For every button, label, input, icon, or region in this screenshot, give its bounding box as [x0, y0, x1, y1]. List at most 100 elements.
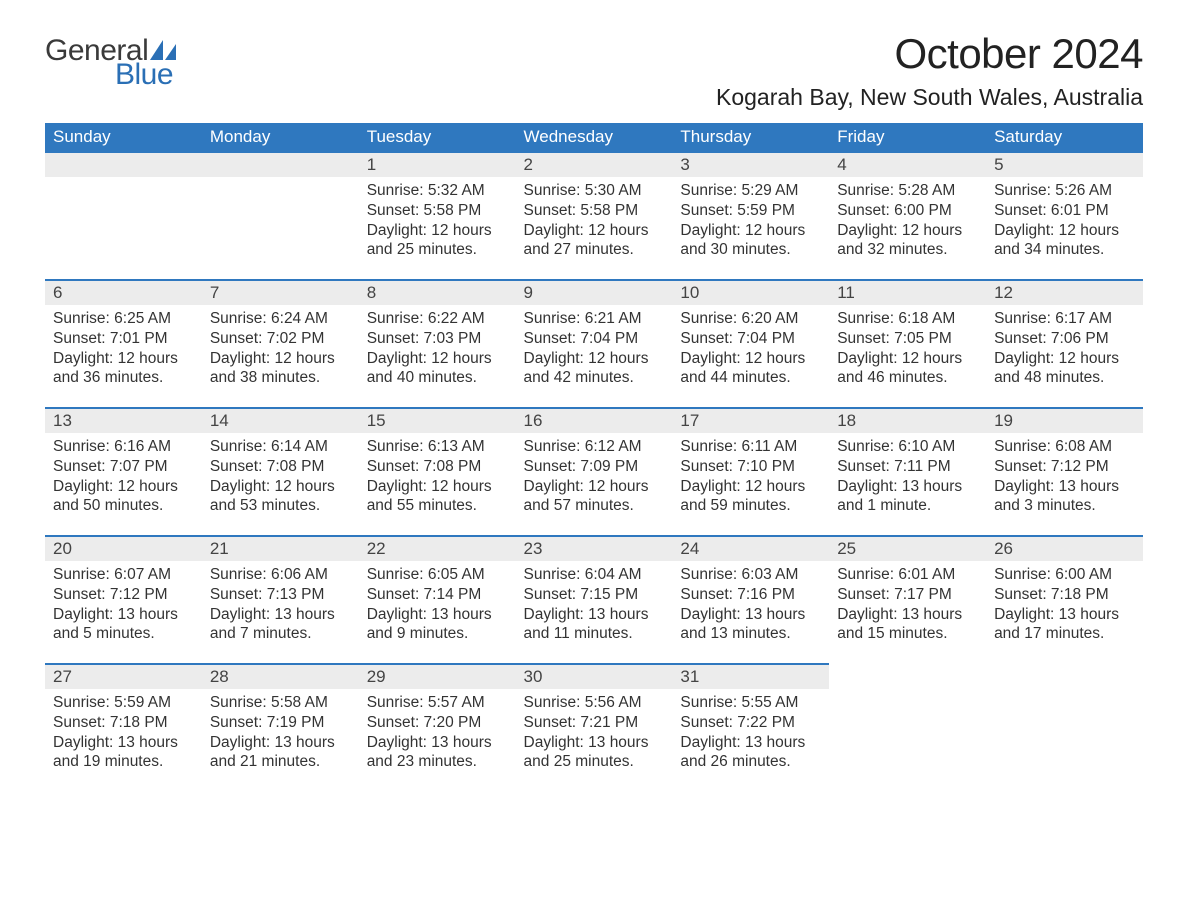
calendar-day-cell: 4Sunrise: 5:28 AMSunset: 6:00 PMDaylight… [829, 151, 986, 279]
weekday-header-row: SundayMondayTuesdayWednesdayThursdayFrid… [45, 123, 1143, 151]
sunset-line: Sunset: 7:09 PM [524, 457, 665, 477]
day-details: Sunrise: 5:59 AMSunset: 7:18 PMDaylight:… [45, 689, 202, 778]
day-details: Sunrise: 5:32 AMSunset: 5:58 PMDaylight:… [359, 177, 516, 266]
day-number: 13 [45, 407, 202, 433]
sunset-line: Sunset: 7:03 PM [367, 329, 508, 349]
day-details: Sunrise: 5:28 AMSunset: 6:00 PMDaylight:… [829, 177, 986, 266]
day-details: Sunrise: 6:04 AMSunset: 7:15 PMDaylight:… [516, 561, 673, 650]
sunrise-line: Sunrise: 5:57 AM [367, 693, 508, 713]
sunset-line: Sunset: 6:01 PM [994, 201, 1135, 221]
calendar-day-cell: 13Sunrise: 6:16 AMSunset: 7:07 PMDayligh… [45, 407, 202, 535]
weekday-header: Saturday [986, 123, 1143, 151]
calendar-day-cell [986, 663, 1143, 791]
day-number: 17 [672, 407, 829, 433]
day-number: 2 [516, 151, 673, 177]
sail-icon [150, 40, 176, 60]
sunset-line: Sunset: 7:17 PM [837, 585, 978, 605]
sunrise-line: Sunrise: 5:56 AM [524, 693, 665, 713]
calendar-day-cell: 11Sunrise: 6:18 AMSunset: 7:05 PMDayligh… [829, 279, 986, 407]
sunset-line: Sunset: 7:22 PM [680, 713, 821, 733]
day-number: 25 [829, 535, 986, 561]
month-title: October 2024 [716, 30, 1143, 78]
calendar-day-cell: 3Sunrise: 5:29 AMSunset: 5:59 PMDaylight… [672, 151, 829, 279]
day-details: Sunrise: 6:03 AMSunset: 7:16 PMDaylight:… [672, 561, 829, 650]
calendar-day-cell: 17Sunrise: 6:11 AMSunset: 7:10 PMDayligh… [672, 407, 829, 535]
day-number: 27 [45, 663, 202, 689]
sunrise-line: Sunrise: 6:25 AM [53, 309, 194, 329]
weekday-header: Monday [202, 123, 359, 151]
day-number: 29 [359, 663, 516, 689]
day-details: Sunrise: 6:08 AMSunset: 7:12 PMDaylight:… [986, 433, 1143, 522]
day-details: Sunrise: 6:00 AMSunset: 7:18 PMDaylight:… [986, 561, 1143, 650]
sunset-line: Sunset: 7:08 PM [210, 457, 351, 477]
sunset-line: Sunset: 7:19 PM [210, 713, 351, 733]
day-number: 4 [829, 151, 986, 177]
sunrise-line: Sunrise: 6:11 AM [680, 437, 821, 457]
sunrise-line: Sunrise: 6:12 AM [524, 437, 665, 457]
day-number: 15 [359, 407, 516, 433]
calendar-day-cell [45, 151, 202, 279]
calendar-week-row: 27Sunrise: 5:59 AMSunset: 7:18 PMDayligh… [45, 663, 1143, 791]
day-number [202, 151, 359, 177]
sunrise-line: Sunrise: 6:16 AM [53, 437, 194, 457]
day-number: 22 [359, 535, 516, 561]
sunrise-line: Sunrise: 6:10 AM [837, 437, 978, 457]
daylight-line: Daylight: 12 hours and 25 minutes. [367, 221, 508, 261]
sunrise-line: Sunrise: 6:20 AM [680, 309, 821, 329]
daylight-line: Daylight: 12 hours and 55 minutes. [367, 477, 508, 517]
sunset-line: Sunset: 7:14 PM [367, 585, 508, 605]
calendar-day-cell: 25Sunrise: 6:01 AMSunset: 7:17 PMDayligh… [829, 535, 986, 663]
day-details: Sunrise: 6:18 AMSunset: 7:05 PMDaylight:… [829, 305, 986, 394]
daylight-line: Daylight: 13 hours and 17 minutes. [994, 605, 1135, 645]
sunrise-line: Sunrise: 6:07 AM [53, 565, 194, 585]
day-number: 12 [986, 279, 1143, 305]
day-number: 21 [202, 535, 359, 561]
sunrise-line: Sunrise: 6:03 AM [680, 565, 821, 585]
day-number: 31 [672, 663, 829, 689]
location-text: Kogarah Bay, New South Wales, Australia [716, 84, 1143, 111]
day-details: Sunrise: 5:56 AMSunset: 7:21 PMDaylight:… [516, 689, 673, 778]
daylight-line: Daylight: 13 hours and 26 minutes. [680, 733, 821, 773]
calendar-day-cell: 18Sunrise: 6:10 AMSunset: 7:11 PMDayligh… [829, 407, 986, 535]
daylight-line: Daylight: 13 hours and 7 minutes. [210, 605, 351, 645]
calendar-day-cell: 16Sunrise: 6:12 AMSunset: 7:09 PMDayligh… [516, 407, 673, 535]
sunset-line: Sunset: 7:20 PM [367, 713, 508, 733]
day-number: 19 [986, 407, 1143, 433]
calendar-day-cell: 20Sunrise: 6:07 AMSunset: 7:12 PMDayligh… [45, 535, 202, 663]
day-number: 18 [829, 407, 986, 433]
sunrise-line: Sunrise: 6:04 AM [524, 565, 665, 585]
day-details: Sunrise: 5:55 AMSunset: 7:22 PMDaylight:… [672, 689, 829, 778]
daylight-line: Daylight: 12 hours and 34 minutes. [994, 221, 1135, 261]
calendar-day-cell: 12Sunrise: 6:17 AMSunset: 7:06 PMDayligh… [986, 279, 1143, 407]
sunset-line: Sunset: 7:11 PM [837, 457, 978, 477]
calendar-day-cell: 21Sunrise: 6:06 AMSunset: 7:13 PMDayligh… [202, 535, 359, 663]
day-details: Sunrise: 6:01 AMSunset: 7:17 PMDaylight:… [829, 561, 986, 650]
daylight-line: Daylight: 12 hours and 46 minutes. [837, 349, 978, 389]
calendar-day-cell: 30Sunrise: 5:56 AMSunset: 7:21 PMDayligh… [516, 663, 673, 791]
sunset-line: Sunset: 7:18 PM [994, 585, 1135, 605]
calendar-day-cell: 23Sunrise: 6:04 AMSunset: 7:15 PMDayligh… [516, 535, 673, 663]
calendar-day-cell [202, 151, 359, 279]
day-details: Sunrise: 6:12 AMSunset: 7:09 PMDaylight:… [516, 433, 673, 522]
day-number: 1 [359, 151, 516, 177]
calendar-table: SundayMondayTuesdayWednesdayThursdayFrid… [45, 123, 1143, 791]
sunrise-line: Sunrise: 6:01 AM [837, 565, 978, 585]
logo: General Blue [45, 30, 176, 90]
daylight-line: Daylight: 12 hours and 59 minutes. [680, 477, 821, 517]
day-details: Sunrise: 6:11 AMSunset: 7:10 PMDaylight:… [672, 433, 829, 522]
daylight-line: Daylight: 12 hours and 44 minutes. [680, 349, 821, 389]
calendar-day-cell: 5Sunrise: 5:26 AMSunset: 6:01 PMDaylight… [986, 151, 1143, 279]
daylight-line: Daylight: 13 hours and 3 minutes. [994, 477, 1135, 517]
sunset-line: Sunset: 5:59 PM [680, 201, 821, 221]
sunset-line: Sunset: 7:06 PM [994, 329, 1135, 349]
calendar-day-cell: 14Sunrise: 6:14 AMSunset: 7:08 PMDayligh… [202, 407, 359, 535]
sunrise-line: Sunrise: 6:00 AM [994, 565, 1135, 585]
sunset-line: Sunset: 7:04 PM [524, 329, 665, 349]
calendar-day-cell: 31Sunrise: 5:55 AMSunset: 7:22 PMDayligh… [672, 663, 829, 791]
day-number: 14 [202, 407, 359, 433]
calendar-day-cell: 19Sunrise: 6:08 AMSunset: 7:12 PMDayligh… [986, 407, 1143, 535]
sunrise-line: Sunrise: 5:55 AM [680, 693, 821, 713]
sunrise-line: Sunrise: 5:32 AM [367, 181, 508, 201]
daylight-line: Daylight: 13 hours and 23 minutes. [367, 733, 508, 773]
sunset-line: Sunset: 7:08 PM [367, 457, 508, 477]
